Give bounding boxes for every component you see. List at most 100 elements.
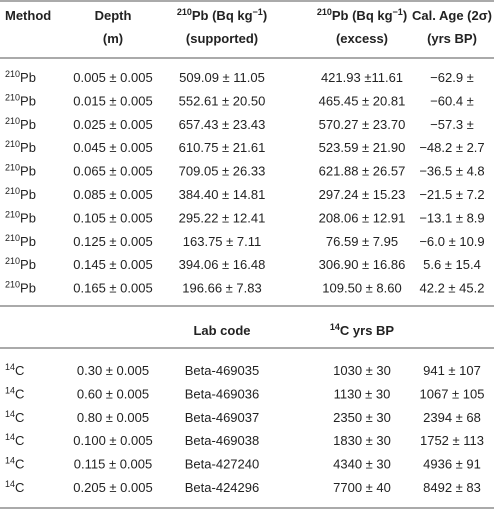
- superscript: 14: [330, 322, 340, 332]
- cell-text: 0.30 ± 0.005: [77, 363, 149, 378]
- cell-text: 421.93 ±11.61: [321, 70, 403, 85]
- cell-text: Method: [5, 8, 51, 23]
- cell-text: 0.60 ± 0.005: [77, 386, 149, 401]
- superscript: 210: [5, 92, 20, 102]
- cell-text: −36.5 ± 4.8: [419, 164, 484, 179]
- cell-text: 297.24 ± 15.23: [319, 187, 406, 202]
- cell-text: (yrs BP): [427, 31, 477, 46]
- text-part: Pb: [20, 281, 36, 296]
- cell-text: 0.145 ± 0.005: [73, 257, 152, 272]
- superscript: 210: [5, 116, 20, 126]
- cell-text: 210Pb: [5, 163, 36, 179]
- text-part: Lab code: [193, 323, 250, 338]
- cell-text: 109.50 ± 8.60: [322, 281, 401, 296]
- cell-text: Beta-469037: [185, 410, 259, 425]
- superscript: 210: [5, 69, 20, 79]
- cell-text: −13.1 ± 8.9: [419, 210, 484, 225]
- cell-text: Beta-469036: [185, 386, 259, 401]
- cell-text: 210Pb: [5, 116, 36, 132]
- cell-text: 14C: [5, 362, 24, 378]
- text-part: Pb (Bq kg: [332, 8, 393, 23]
- superscript: 14: [5, 409, 15, 419]
- text-part: ): [263, 8, 267, 23]
- cell-text: 5.6 ± 15.4: [423, 257, 481, 272]
- cell-text: 0.005 ± 0.005: [73, 70, 152, 85]
- cell-text: 0.100 ± 0.005: [73, 433, 152, 448]
- superscript: 14: [5, 456, 15, 466]
- cell-text: 0.085 ± 0.005: [73, 187, 152, 202]
- superscript: 210: [177, 7, 192, 17]
- cell-text: 14C: [5, 479, 24, 495]
- text-part: C: [15, 386, 24, 401]
- cell-text: 0.015 ± 0.005: [73, 93, 152, 108]
- cell-text: 208.06 ± 12.91: [319, 210, 406, 225]
- cell-text: 2350 ± 30: [333, 410, 391, 425]
- cell-text: 2394 ± 68: [423, 410, 481, 425]
- cell-text: Depth: [95, 8, 132, 23]
- text-part: Pb: [20, 164, 36, 179]
- text-part: (supported): [186, 31, 258, 46]
- superscript: 210: [5, 280, 20, 290]
- text-part: Cal. Age (2σ): [412, 8, 492, 23]
- cell-text: 210Pb: [5, 139, 36, 155]
- text-part: ): [403, 8, 407, 23]
- cell-text: −57.3 ±: [430, 117, 474, 132]
- cell-text: 14C: [5, 432, 24, 448]
- text-part: C: [15, 433, 24, 448]
- cell-text: 509.09 ± 11.05: [179, 70, 265, 85]
- cell-text: 163.75 ± 7.11: [183, 234, 261, 249]
- cell-text: 14C: [5, 409, 24, 425]
- superscript: 210: [5, 163, 20, 173]
- cell-text: 210Pb: [5, 209, 36, 225]
- cell-text: 384.40 ± 14.81: [179, 187, 266, 202]
- cell-text: 621.88 ± 26.57: [319, 164, 406, 179]
- cell-text: Cal. Age (2σ): [412, 8, 492, 23]
- cell-text: 196.66 ± 7.83: [182, 281, 261, 296]
- cell-text: 14C: [5, 385, 24, 401]
- cell-text: 76.59 ± 7.95: [326, 234, 398, 249]
- cell-text: 570.27 ± 23.70: [319, 117, 406, 132]
- text-part: Pb: [20, 234, 36, 249]
- cell-text: 0.045 ± 0.005: [73, 140, 152, 155]
- text-part: Pb: [20, 140, 36, 155]
- superscript: 210: [5, 139, 20, 149]
- text-part: C: [15, 410, 24, 425]
- superscript: 14: [5, 479, 15, 489]
- superscript: 14: [5, 385, 15, 395]
- cell-text: 210Pb (Bq kg−1): [177, 7, 267, 23]
- cell-text: 14C yrs BP: [330, 322, 395, 338]
- superscript: 210: [5, 233, 20, 243]
- cell-text: 4936 ± 91: [423, 457, 481, 472]
- cell-text: 210Pb: [5, 233, 36, 249]
- cell-text: 210Pb: [5, 69, 36, 85]
- cell-text: 0.80 ± 0.005: [77, 410, 149, 425]
- superscript: 14: [5, 362, 15, 372]
- text-part: (m): [103, 31, 123, 46]
- text-part: C: [15, 363, 24, 378]
- cell-text: 523.59 ± 21.90: [319, 140, 406, 155]
- text-part: Pb: [20, 93, 36, 108]
- text-part: Depth: [95, 8, 132, 23]
- cell-text: 610.75 ± 21.61: [179, 140, 266, 155]
- text-part: C: [15, 457, 24, 472]
- cell-text: 394.06 ± 16.48: [179, 257, 266, 272]
- cell-text: 0.105 ± 0.005: [73, 210, 152, 225]
- cell-text: Beta-469035: [185, 363, 259, 378]
- cell-text: 657.43 ± 23.43: [179, 117, 266, 132]
- cell-text: 1752 ± 113: [420, 433, 484, 448]
- cell-text: Lab code: [193, 323, 250, 338]
- cell-text: 210Pb: [5, 256, 36, 272]
- cell-text: −6.0 ± 10.9: [419, 234, 484, 249]
- text-part: Pb (Bq kg: [192, 8, 253, 23]
- cell-text: 552.61 ± 20.50: [179, 93, 266, 108]
- superscript: 14: [5, 432, 15, 442]
- cell-text: 210Pb: [5, 92, 36, 108]
- cell-text: (excess): [336, 31, 388, 46]
- cell-text: 210Pb: [5, 186, 36, 202]
- cell-text: 210Pb (Bq kg−1): [317, 7, 407, 23]
- text-part: Pb: [20, 70, 36, 85]
- cell-text: 0.025 ± 0.005: [73, 117, 152, 132]
- superscript: −1: [253, 7, 263, 17]
- text-part: Method: [5, 8, 51, 23]
